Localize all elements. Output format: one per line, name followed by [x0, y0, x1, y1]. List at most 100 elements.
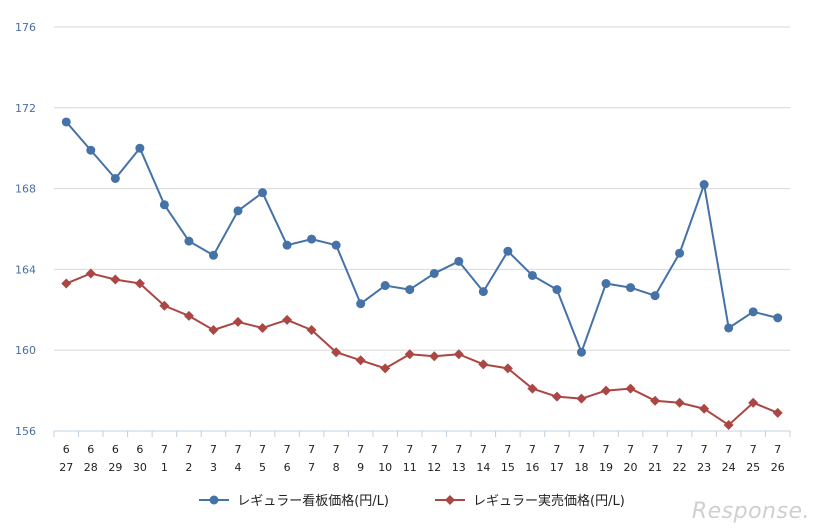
- x-tick-label-day: 13: [452, 461, 466, 474]
- x-tick-label-month: 7: [455, 443, 462, 456]
- data-point-0: [110, 174, 120, 183]
- legend-item-actual: レギュラー実売価格(円/L): [435, 490, 625, 509]
- x-tick-label-month: 7: [333, 443, 340, 456]
- x-tick-label-day: 5: [259, 461, 266, 474]
- x-tick-label-day: 16: [525, 461, 539, 474]
- x-tick-label-month: 7: [259, 443, 266, 456]
- x-tick-label-month: 7: [504, 443, 511, 456]
- x-tick-label-day: 17: [550, 461, 564, 474]
- data-point-1: [748, 397, 759, 408]
- data-point-1: [404, 349, 415, 360]
- legend-label-actual: レギュラー実売価格(円/L): [473, 494, 625, 509]
- x-tick-label-day: 3: [210, 461, 217, 474]
- data-point-0: [576, 347, 586, 357]
- data-point-1: [699, 403, 710, 414]
- y-axis: 156 160 164 168 172 176: [15, 21, 36, 438]
- x-tick-label-day: 8: [333, 461, 340, 474]
- series-line-1: [65, 272, 779, 426]
- data-point-1: [429, 351, 440, 362]
- legend-marker-circle-icon: [199, 495, 230, 504]
- data-point-1: [453, 349, 464, 360]
- data-point-1: [233, 316, 243, 327]
- x-tick-label-month: 7: [357, 443, 364, 456]
- data-point-0: [527, 270, 537, 280]
- y-tick-label: 176: [15, 21, 36, 34]
- data-point-0: [552, 285, 562, 295]
- x-tick-label-day: 24: [722, 461, 736, 474]
- data-point-0: [159, 200, 169, 210]
- series-layer: [61, 117, 783, 430]
- x-tick-label-day: 19: [599, 461, 613, 474]
- x-tick-label-month: 6: [87, 443, 94, 456]
- x-tick-label-month: 6: [112, 443, 119, 456]
- series-line-0: [65, 121, 778, 354]
- data-point-0: [86, 145, 96, 155]
- x-tick-label-day: 14: [476, 461, 490, 474]
- legend-item-signboard: レギュラー看板価格(円/L): [199, 490, 389, 509]
- data-point-0: [331, 240, 341, 250]
- x-tick-label-day: 15: [501, 461, 515, 474]
- data-point-1: [306, 325, 317, 335]
- data-point-1: [257, 322, 268, 333]
- data-point-0: [135, 143, 145, 153]
- x-tick-label-month: 7: [774, 443, 781, 456]
- data-point-1: [331, 347, 342, 358]
- data-point-1: [772, 407, 783, 418]
- x-tick-label-day: 30: [133, 461, 147, 474]
- data-point-1: [576, 393, 587, 404]
- data-point-0: [478, 287, 488, 297]
- legend-label-signboard: レギュラー看板価格(円/L): [237, 494, 389, 509]
- data-point-1: [134, 278, 145, 289]
- x-tick-label-day: 18: [574, 461, 588, 474]
- data-point-0: [380, 281, 390, 291]
- data-point-1: [674, 397, 685, 408]
- x-tick-label-day: 12: [427, 461, 441, 474]
- data-point-0: [356, 299, 366, 309]
- x-tick-label-day: 23: [697, 461, 711, 474]
- data-point-1: [601, 385, 611, 396]
- x-tick-label-month: 7: [235, 443, 242, 456]
- data-point-1: [208, 325, 219, 335]
- data-point-0: [675, 248, 685, 258]
- x-tick-label-day: 11: [403, 461, 417, 474]
- data-point-0: [184, 236, 194, 246]
- data-point-0: [282, 240, 292, 250]
- data-point-1: [282, 314, 293, 325]
- x-tick-label-day: 2: [185, 461, 192, 474]
- data-point-0: [208, 250, 218, 260]
- x-tick-label-day: 6: [284, 461, 291, 474]
- data-point-1: [551, 391, 562, 402]
- data-point-0: [626, 283, 636, 293]
- data-point-1: [527, 383, 538, 394]
- x-tick-label-month: 7: [553, 443, 560, 456]
- legend: レギュラー看板価格(円/L) レギュラー実売価格(円/L): [0, 490, 824, 509]
- x-tick-label-month: 7: [431, 443, 438, 456]
- x-axis: 6276286296307172737475767778797107117127…: [53, 430, 791, 474]
- watermark-logo: Response.: [691, 499, 810, 524]
- x-tick-label-day: 9: [357, 461, 364, 474]
- data-point-1: [355, 355, 366, 366]
- data-point-0: [650, 291, 660, 301]
- data-point-0: [601, 279, 611, 289]
- data-point-1: [478, 359, 489, 370]
- data-point-0: [429, 268, 439, 278]
- data-point-1: [502, 363, 513, 374]
- x-tick-label-month: 7: [725, 443, 732, 456]
- x-tick-label-month: 7: [308, 443, 315, 456]
- x-tick-label-day: 1: [161, 461, 168, 474]
- x-tick-label-month: 7: [185, 443, 192, 456]
- data-point-1: [723, 419, 734, 430]
- x-tick-label-month: 7: [284, 443, 291, 456]
- data-point-1: [625, 383, 636, 394]
- x-tick-label-month: 7: [529, 443, 536, 456]
- y-tick-label: 164: [15, 263, 36, 276]
- data-point-0: [233, 206, 243, 216]
- x-tick-label-month: 7: [750, 443, 757, 456]
- x-tick-label-day: 7: [308, 461, 315, 474]
- x-tick-label-day: 21: [648, 461, 662, 474]
- x-tick-label-month: 7: [701, 443, 708, 456]
- data-point-1: [85, 268, 96, 279]
- x-tick-label-month: 6: [136, 443, 143, 456]
- data-point-1: [159, 300, 170, 311]
